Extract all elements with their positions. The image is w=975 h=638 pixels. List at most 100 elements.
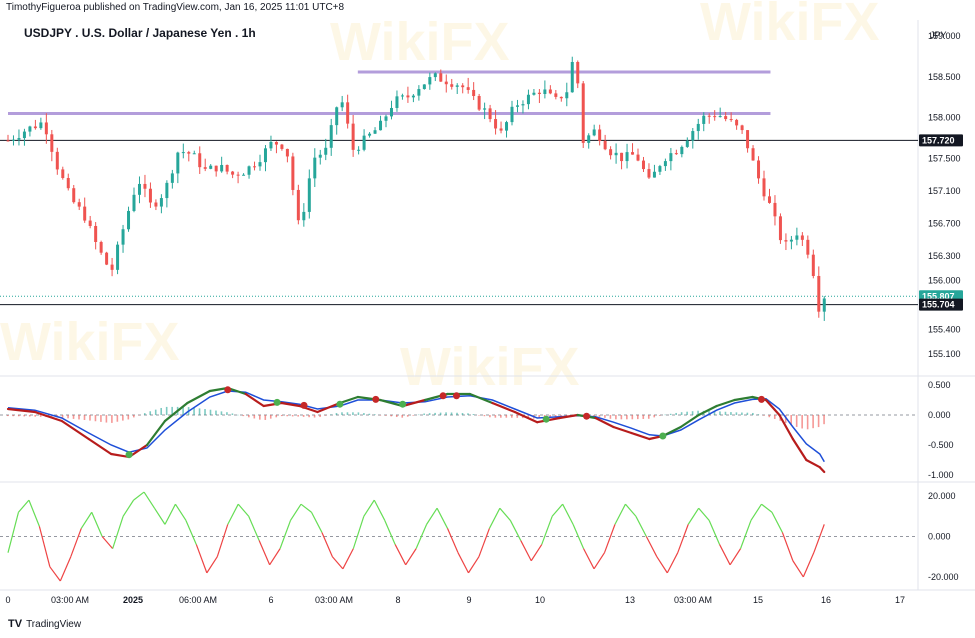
candle-body[interactable] bbox=[351, 123, 355, 150]
candle-body[interactable] bbox=[291, 156, 295, 190]
osc-line-segment[interactable] bbox=[59, 556, 72, 582]
candle-body[interactable] bbox=[258, 162, 262, 167]
osc-line-segment[interactable] bbox=[467, 556, 480, 574]
candle-body[interactable] bbox=[50, 134, 54, 152]
candle-body[interactable] bbox=[88, 220, 92, 226]
candle-body[interactable] bbox=[362, 135, 366, 150]
osc-line-segment[interactable] bbox=[792, 560, 804, 578]
candle-body[interactable] bbox=[203, 167, 207, 169]
candle-body[interactable] bbox=[789, 239, 793, 242]
osc-line-segment[interactable] bbox=[603, 524, 616, 553]
macd-line-segment[interactable] bbox=[244, 392, 265, 408]
candle-body[interactable] bbox=[800, 235, 804, 240]
candle-body[interactable] bbox=[110, 264, 114, 270]
candle-body[interactable] bbox=[461, 85, 465, 88]
osc-line-segment[interactable] bbox=[677, 524, 689, 553]
candle-body[interactable] bbox=[340, 102, 344, 108]
candle-body[interactable] bbox=[17, 138, 21, 140]
candle-body[interactable] bbox=[439, 73, 443, 82]
candle-body[interactable] bbox=[236, 174, 240, 176]
candle-body[interactable] bbox=[510, 106, 514, 123]
macd-line-segment[interactable] bbox=[733, 395, 754, 402]
osc-line-segment[interactable] bbox=[446, 528, 459, 553]
candle-body[interactable] bbox=[285, 148, 289, 157]
candle-body[interactable] bbox=[450, 84, 454, 87]
osc-line-segment[interactable] bbox=[248, 516, 260, 541]
macd-line-segment[interactable] bbox=[764, 398, 781, 417]
candle-body[interactable] bbox=[187, 152, 191, 154]
osc-line-segment[interactable] bbox=[687, 507, 700, 525]
candle-body[interactable] bbox=[515, 105, 519, 107]
candle-body[interactable] bbox=[554, 93, 558, 97]
osc-line-segment[interactable] bbox=[593, 552, 606, 570]
macd-line-segment[interactable] bbox=[491, 401, 516, 414]
candle-body[interactable] bbox=[641, 160, 645, 170]
osc-line-segment[interactable] bbox=[269, 548, 281, 566]
candle-body[interactable] bbox=[778, 216, 782, 241]
candle-body[interactable] bbox=[537, 92, 541, 95]
macd-line-segment[interactable] bbox=[280, 401, 301, 408]
candle-body[interactable] bbox=[400, 95, 404, 97]
osc-line-segment[interactable] bbox=[708, 520, 721, 545]
candle-body[interactable] bbox=[94, 225, 98, 242]
osc-line-segment[interactable] bbox=[80, 511, 93, 529]
macd-line-segment[interactable] bbox=[468, 392, 494, 405]
osc-line-segment[interactable] bbox=[719, 544, 731, 566]
osc-line-segment[interactable] bbox=[562, 503, 574, 525]
candle-body[interactable] bbox=[455, 85, 459, 87]
osc-line-segment[interactable] bbox=[520, 540, 532, 562]
candle-body[interactable] bbox=[121, 229, 125, 245]
price-pane[interactable] bbox=[0, 56, 918, 321]
candle-body[interactable] bbox=[99, 241, 103, 253]
candle-body[interactable] bbox=[565, 92, 569, 99]
candle-body[interactable] bbox=[66, 178, 70, 189]
candle-body[interactable] bbox=[735, 119, 739, 126]
osc-line-segment[interactable] bbox=[258, 540, 271, 566]
osc-line-segment[interactable] bbox=[91, 512, 103, 537]
candle-body[interactable] bbox=[620, 152, 624, 162]
macd-line-segment[interactable] bbox=[87, 437, 113, 456]
osc-line-segment[interactable] bbox=[310, 511, 323, 533]
osc-line-segment[interactable] bbox=[143, 491, 156, 509]
candle-body[interactable] bbox=[231, 171, 235, 175]
candle-body[interactable] bbox=[263, 148, 267, 163]
candle-body[interactable] bbox=[83, 206, 87, 221]
candle-body[interactable] bbox=[159, 198, 163, 207]
candle-body[interactable] bbox=[198, 153, 202, 168]
candle-body[interactable] bbox=[702, 115, 706, 124]
candle-body[interactable] bbox=[209, 165, 213, 169]
candle-body[interactable] bbox=[6, 140, 10, 142]
candle-body[interactable] bbox=[669, 153, 673, 162]
candle-body[interactable] bbox=[225, 164, 229, 172]
candle-body[interactable] bbox=[767, 196, 771, 203]
candle-body[interactable] bbox=[105, 252, 109, 265]
candle-body[interactable] bbox=[11, 139, 15, 141]
candle-body[interactable] bbox=[335, 107, 339, 126]
osc-line-segment[interactable] bbox=[541, 516, 553, 545]
osc-line-segment[interactable] bbox=[572, 524, 585, 549]
candle-body[interactable] bbox=[663, 161, 667, 167]
candle-body[interactable] bbox=[548, 89, 552, 94]
osc-line-segment[interactable] bbox=[321, 532, 333, 557]
candle-body[interactable] bbox=[296, 189, 300, 221]
candle-body[interactable] bbox=[592, 129, 596, 136]
candle-body[interactable] bbox=[652, 171, 656, 178]
osc-line-segment[interactable] bbox=[436, 507, 449, 529]
osc-line-segment[interactable] bbox=[394, 544, 407, 566]
osc-line-segment[interactable] bbox=[363, 499, 375, 517]
candle-body[interactable] bbox=[61, 169, 65, 179]
candle-body[interactable] bbox=[313, 157, 317, 179]
candle-body[interactable] bbox=[680, 146, 684, 155]
macd-line-segment[interactable] bbox=[697, 404, 718, 417]
osc-line-segment[interactable] bbox=[530, 544, 543, 562]
candle-body[interactable] bbox=[148, 188, 152, 203]
candle-body[interactable] bbox=[647, 169, 651, 178]
candle-body[interactable] bbox=[132, 194, 136, 211]
candle-body[interactable] bbox=[795, 235, 799, 240]
candle-body[interactable] bbox=[598, 129, 602, 141]
candle-body[interactable] bbox=[609, 149, 613, 156]
macd-line-segment[interactable] bbox=[630, 431, 651, 441]
candle-body[interactable] bbox=[253, 166, 257, 168]
macd-line-segment[interactable] bbox=[679, 413, 700, 429]
macd-line-segment[interactable] bbox=[163, 401, 189, 423]
